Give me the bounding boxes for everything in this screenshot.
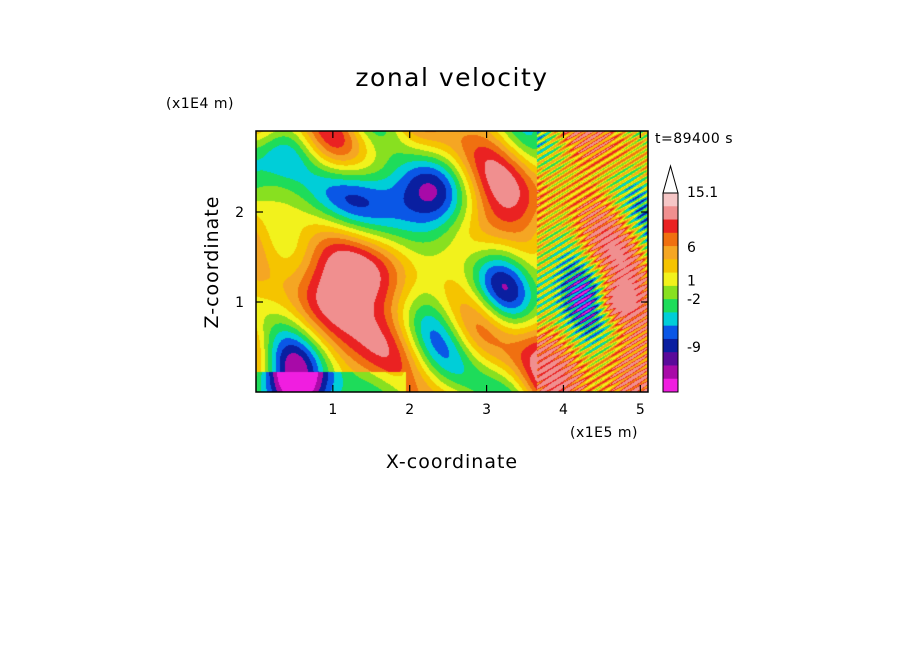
- plot-area: [255, 130, 649, 393]
- x-tick-label: 5: [636, 402, 645, 418]
- y-tick-label: 1: [235, 295, 244, 311]
- colorbar-label: -2: [687, 292, 701, 308]
- colorbar-swatch: [663, 352, 678, 366]
- colorbar-label: 15.1: [687, 185, 718, 201]
- colorbar-frame: [662, 192, 679, 393]
- colorbar-swatch: [663, 378, 678, 393]
- plot-frame: [255, 130, 649, 393]
- colorbar-swatch: [663, 232, 678, 247]
- x-axis-title: X-coordinate: [386, 451, 518, 473]
- colorbar-swatch: [663, 299, 678, 313]
- x-tick-label: 1: [328, 402, 337, 418]
- colorbar-swatch: [663, 206, 678, 221]
- colorbar-swatch: [663, 219, 678, 234]
- colorbar-swatch: [663, 285, 678, 300]
- chart-title: zonal velocity: [355, 63, 548, 92]
- x-tick-label: 2: [405, 402, 414, 418]
- colorbar: 15.1 6 1 -2 -9: [662, 164, 718, 393]
- x-unit-label: (x1E5 m): [570, 425, 638, 441]
- colorbar-swatch: [663, 259, 678, 274]
- colorbar-swatch: [663, 272, 678, 287]
- time-label: t=89400 s: [655, 131, 733, 147]
- colorbar-swatch: [663, 312, 678, 327]
- colorbar-label: 1: [687, 274, 696, 290]
- velocity-field: [256, 131, 648, 392]
- colorbar-swatch: [663, 365, 678, 380]
- colorbar-extend-arrow: [662, 164, 679, 194]
- y-axis: 12: [235, 205, 648, 311]
- colorbar-swatch: [663, 193, 678, 207]
- y-tick-label: 2: [235, 205, 244, 221]
- colorbar-label: 6: [687, 240, 696, 256]
- colorbar-swatch: [663, 325, 678, 340]
- colorbar-label: -9: [687, 340, 701, 356]
- x-axis: 1 2 3 4 5: [328, 131, 645, 418]
- x-tick-label: 4: [559, 402, 568, 418]
- x-tick-label: 3: [482, 402, 491, 418]
- y-unit-label: (x1E4 m): [166, 96, 234, 112]
- colorbar-swatch: [663, 246, 678, 260]
- y-axis-title: Z-coordinate: [201, 196, 223, 329]
- colorbar-swatch: [663, 338, 678, 353]
